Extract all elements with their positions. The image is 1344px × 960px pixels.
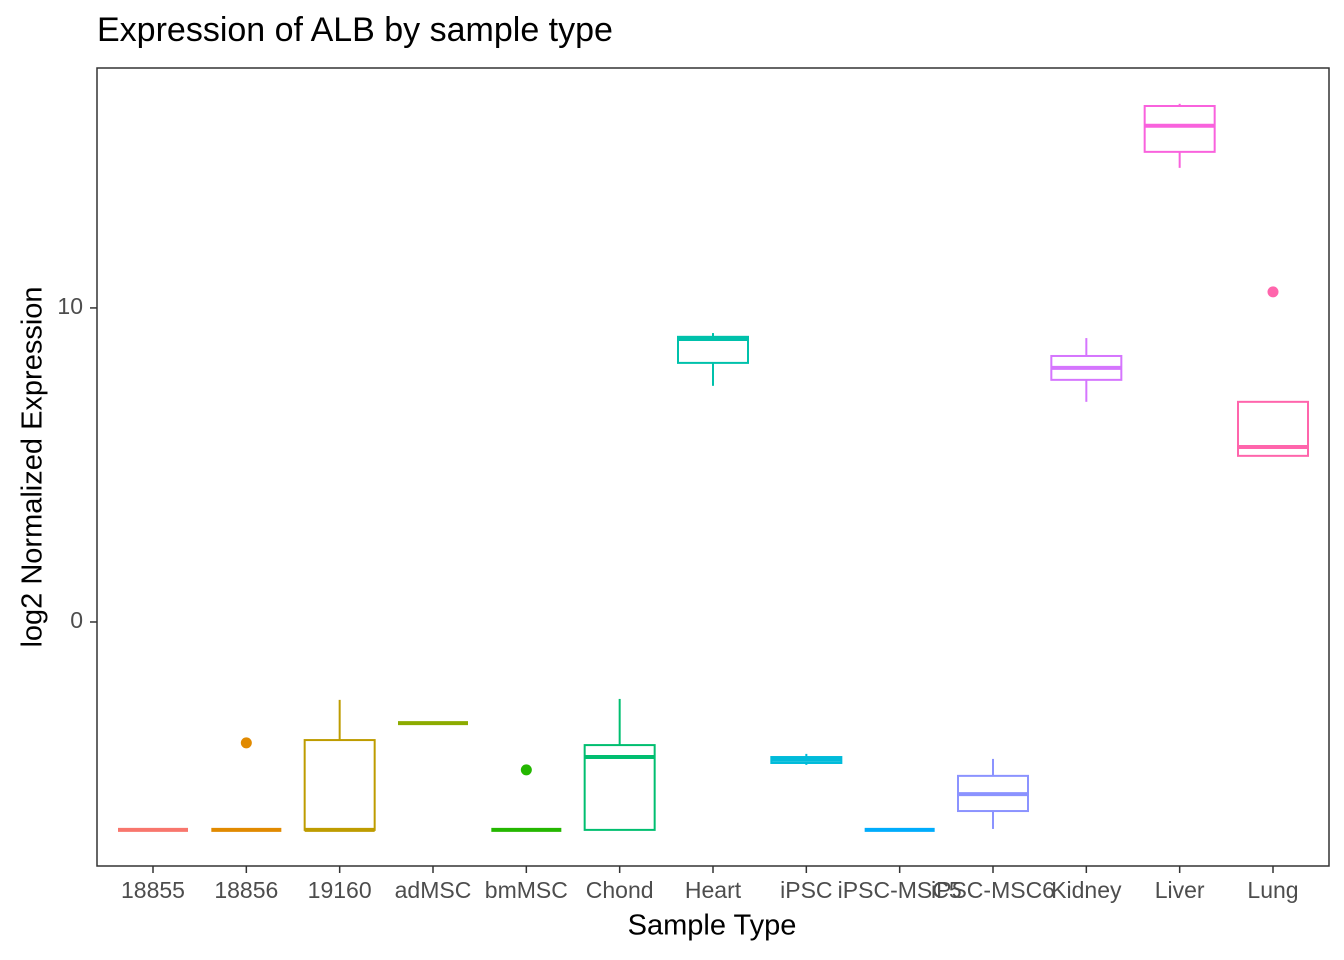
x-axis-label: Sample Type [628,910,797,942]
y-axis-label: log2 Normalized Expression [17,286,49,647]
y-tick-label: 10 [57,293,83,319]
x-tick-label: Chond [586,877,654,903]
outlier [520,764,532,776]
x-tick-label: iPSC-MSC6 [931,877,1055,903]
outlier [1267,286,1279,298]
x-tick-label: bmMSC [485,877,568,903]
x-tick-label: 18855 [121,877,185,903]
x-tick-label: adMSC [395,877,472,903]
box [303,739,376,831]
x-tick-label: Liver [1155,877,1205,903]
x-tick-label: Lung [1247,877,1298,903]
box [1143,105,1216,153]
panel-border [96,67,1330,867]
y-tick-label: 0 [70,607,83,633]
outlier [240,737,252,749]
box [583,744,656,831]
x-tick-label: iPSC-MSC5 [838,877,962,903]
x-tick-label: 19160 [308,877,372,903]
x-tick-label: 18856 [214,877,278,903]
x-tick-label: Heart [685,877,742,903]
x-tick-label: Kidney [1051,877,1122,903]
x-tick-label: iPSC [780,877,832,903]
chart-title: Expression of ALB by sample type [97,11,613,49]
box [677,335,749,364]
